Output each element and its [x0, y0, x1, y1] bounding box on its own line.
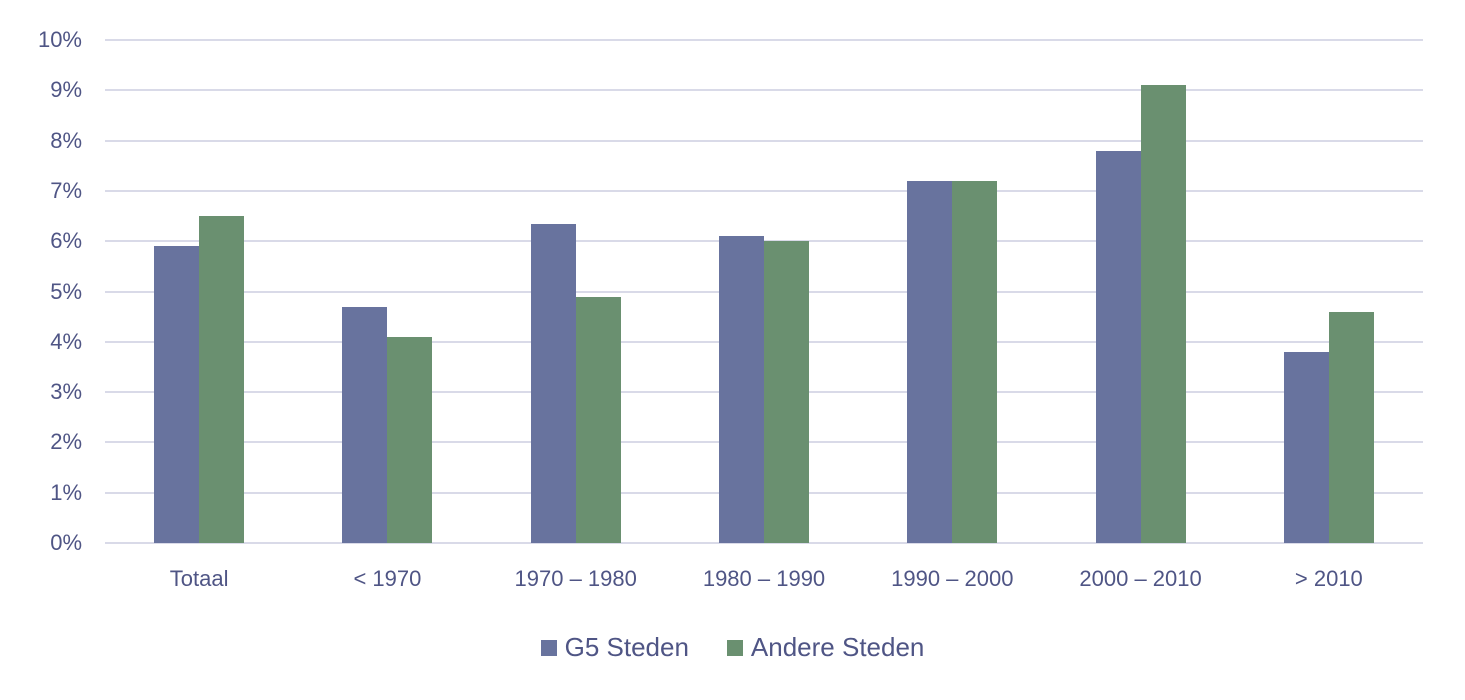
bar-andere	[575, 296, 621, 543]
bar-andere	[1328, 311, 1374, 543]
legend-label-andere: Andere Steden	[750, 632, 925, 662]
bar-g5	[1095, 150, 1141, 543]
y-tick-label: 2%	[50, 429, 82, 455]
x-tick-label: > 2010	[1294, 566, 1363, 591]
legend-swatch-andere	[726, 639, 743, 656]
y-tick-label: 8%	[50, 127, 82, 153]
x-tick-label: 2000 – 2010	[1079, 566, 1202, 591]
bar-g5	[154, 246, 200, 543]
legend-item-g5: G5 Steden	[540, 632, 689, 663]
y-tick-label: 3%	[50, 379, 82, 405]
chart-legend: G5 Steden Andere Steden	[0, 632, 1465, 663]
y-tick-label: 1%	[50, 479, 82, 505]
y-tick-label: 4%	[50, 328, 82, 354]
bar-andere	[1140, 85, 1186, 543]
bar-g5	[907, 180, 953, 543]
bar-andere	[764, 241, 809, 543]
y-tick-label: 5%	[50, 278, 82, 304]
legend-label-g5: G5 Steden	[564, 632, 689, 662]
y-tick-label: 6%	[50, 228, 82, 254]
gridline	[105, 542, 1423, 544]
x-tick-label: 1970 – 1980	[514, 566, 637, 591]
x-tick-label: 1980 – 1990	[702, 566, 826, 591]
bar-g5	[1283, 351, 1329, 543]
bar-andere	[952, 180, 998, 543]
gridline	[105, 189, 1423, 192]
x-tick-label: < 1970	[353, 566, 422, 591]
bar-andere	[199, 216, 245, 543]
legend-swatch-g5	[540, 639, 557, 656]
y-tick-label: 7%	[50, 177, 82, 203]
x-tick-label: 1990 – 2000	[891, 566, 1014, 591]
y-tick-label: 0%	[50, 530, 82, 555]
legend-item-andere: Andere Steden	[726, 632, 925, 663]
bar-g5	[342, 306, 388, 543]
bar-g5	[530, 223, 576, 543]
gridline	[105, 139, 1423, 142]
gridline	[105, 89, 1423, 92]
bar-andere	[387, 336, 433, 543]
bar-g5	[719, 236, 764, 543]
gridline	[105, 39, 1423, 41]
y-tick-label: 9%	[50, 77, 82, 103]
y-tick-label: 10%	[37, 27, 82, 52]
x-tick-label: Totaal	[169, 566, 229, 591]
